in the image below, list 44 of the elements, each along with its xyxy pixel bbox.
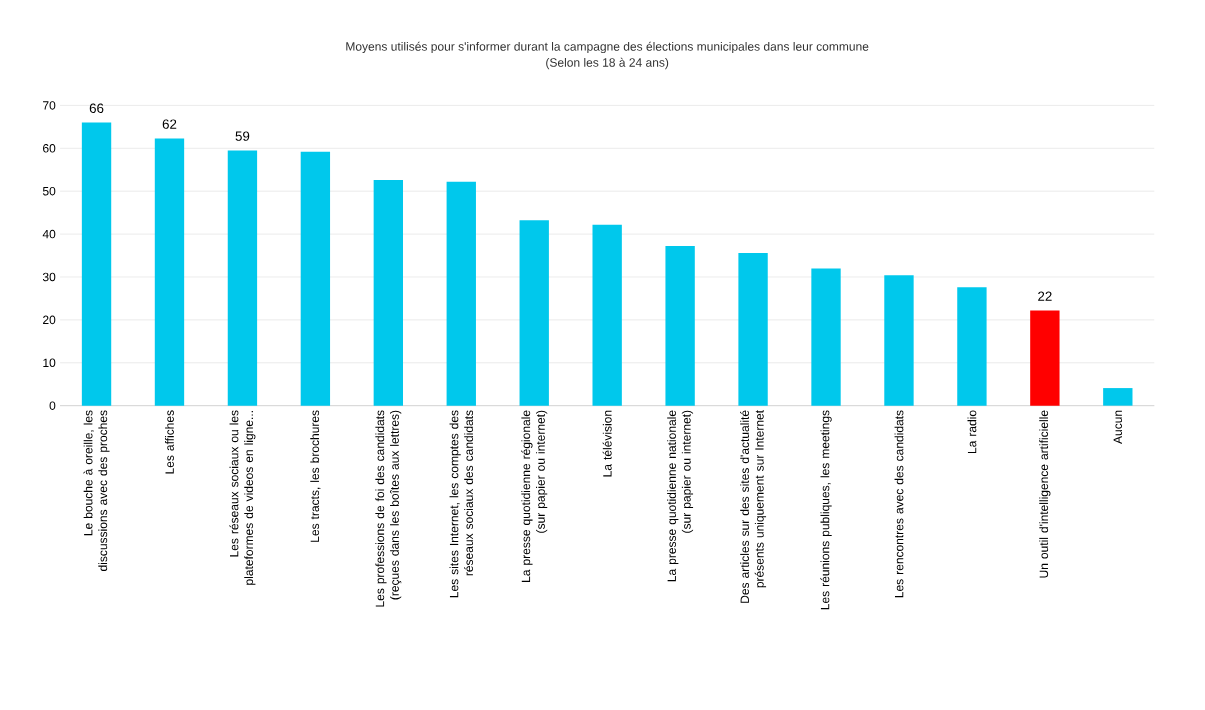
- bar: [519, 220, 549, 406]
- bar: [957, 287, 987, 406]
- bar: [665, 246, 695, 406]
- x-tick-label: Les tracts, les brochures: [310, 410, 321, 542]
- bar: [373, 180, 404, 406]
- x-tick-label: Un outil d'intelligence artificielle: [1039, 410, 1051, 578]
- data-label: 66: [89, 103, 104, 114]
- x-tick-label: Les professions de foi des candidats (reçues dans les boîtes aux lettres): [375, 410, 402, 607]
- x-tick-label: La presse quotidienne nationale (sur papier ou internet): [667, 410, 694, 582]
- x-tick-label: Les sites Internet, les comptes des réseaux sociaux des candidats: [449, 410, 474, 598]
- bar: [446, 181, 476, 406]
- x-tick-label: Le bouche à oreille, les discussions avec des proches: [83, 410, 110, 572]
- x-tick-label: La presse quotidienne régionale (sur papier ou internet): [521, 410, 548, 582]
- y-tick-label: 10: [43, 358, 56, 368]
- x-tick-label: Des articles sur des sites d'actualité présents uniquement sur Internet: [740, 410, 767, 603]
- bar: [811, 268, 841, 406]
- y-tick-label: 40: [42, 229, 56, 239]
- x-tick-label: Les affiches: [165, 410, 174, 474]
- y-tick-label: 20: [43, 315, 56, 325]
- data-label: 59: [235, 131, 250, 141]
- x-tick-label: Aucun: [1113, 410, 1123, 445]
- x-tick-label: Les réunions publiques, les meetings: [820, 410, 832, 610]
- bar: [1030, 310, 1060, 406]
- x-tick-label: Les rencontres avec des candidats: [894, 410, 904, 598]
- data-label: 62: [162, 119, 177, 129]
- y-tick-label: 70: [43, 101, 56, 110]
- y-tick-label: 30: [42, 272, 56, 282]
- bar: [592, 224, 622, 406]
- bar: [227, 150, 258, 406]
- x-tick-label: Les réseaux sociaux ou les plateformes de videos en ligne...: [229, 410, 256, 585]
- bar: [154, 138, 185, 406]
- y-tick-label: 60: [43, 144, 56, 153]
- data-label: 22: [1038, 291, 1052, 301]
- y-tick-label: 0: [49, 401, 56, 410]
- y-tick-label: 50: [42, 186, 56, 196]
- bar: [300, 151, 331, 406]
- bar: [738, 253, 768, 406]
- chart-title: Moyens utilisés pour s'informer durant la campagne des élections municipales dans leur commune: [346, 41, 869, 54]
- bar: [884, 275, 914, 406]
- chart-subtitle: (Selon les 18 à 24 ans): [546, 57, 669, 70]
- x-tick-label: La radio: [967, 410, 977, 454]
- bar: [81, 122, 112, 406]
- x-tick-label: La télévision: [602, 410, 612, 477]
- bar: [1103, 388, 1133, 406]
